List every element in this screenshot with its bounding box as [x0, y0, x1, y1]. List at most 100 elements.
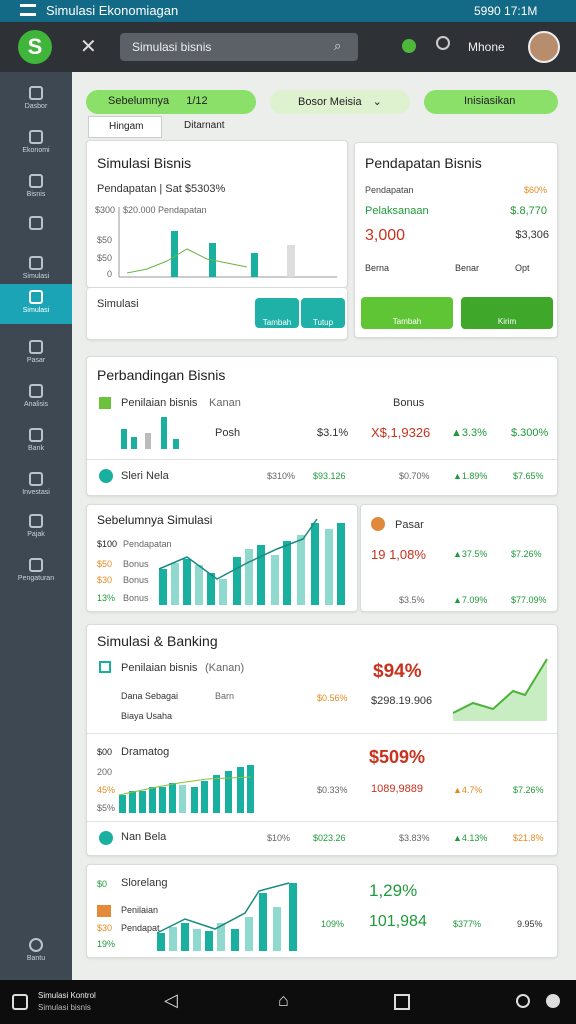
card-title: Pendapatan Bisnis [365, 155, 482, 171]
legend-label: Pendapatan [123, 539, 172, 549]
subtab-active[interactable]: Hingam [88, 116, 162, 138]
footer-item[interactable]: Opt [515, 263, 530, 273]
nav-item[interactable]: Pengaturan [0, 552, 72, 592]
cell: $0.70% [399, 471, 430, 481]
nav-label: Analisis [23, 401, 49, 408]
income-card: Pendapatan Bisnis Pendapatan $60% Pelaks… [354, 142, 558, 338]
filter-note: Kanan [209, 397, 241, 409]
nav-title: Simulasi Kontrol [38, 991, 96, 1000]
sidebar: Dasbor Ekonomi Bisnis Simulasi Simulasi … [0, 72, 72, 980]
nav-item[interactable]: Bisnis [0, 168, 72, 208]
cell: 1089,9889 [371, 783, 423, 795]
row-value: $.8,770 [510, 205, 547, 217]
tab-previous[interactable]: Sebelumnya 1/12 [86, 90, 256, 114]
section-chart [118, 765, 254, 813]
row-label: Posh [215, 427, 241, 439]
item: Dana Sebagai [121, 691, 179, 701]
legend-label: Bonus [123, 559, 149, 569]
nav-label: Investasi [22, 489, 50, 496]
card-title: Slorelang [121, 877, 168, 889]
dropdown[interactable]: Bosor Meisia ⌄ [270, 90, 410, 114]
settings-icon[interactable] [436, 36, 450, 50]
subtab[interactable]: Ditarnant [184, 120, 225, 131]
footer-item[interactable]: Benar [455, 263, 480, 273]
search-box[interactable]: Simulasi bisnis ⌕ [120, 33, 358, 61]
icon [99, 397, 111, 409]
divider [87, 821, 557, 822]
nav-icon[interactable] [516, 994, 530, 1008]
simulation-footer: Simulasi Tambah Tutup [86, 288, 348, 340]
legend-value: $50 [97, 559, 113, 569]
nav-item[interactable]: Investasi [0, 466, 72, 506]
cell: $023.26 [313, 833, 346, 843]
button[interactable]: Tambah [255, 298, 299, 328]
avatar[interactable] [528, 31, 560, 63]
axis-label: $00 [97, 747, 113, 757]
divider [87, 733, 557, 734]
nav-item-active[interactable]: Simulasi [0, 284, 72, 324]
nav-label: Simulasi [22, 273, 50, 280]
cell: 109% [321, 919, 345, 929]
nav-item[interactable]: Dasbor [0, 80, 72, 120]
nav-item[interactable]: Bantu [0, 932, 72, 972]
legend-label: Bonus [123, 575, 149, 585]
status-title: Simulasi Ekonomiagan [46, 3, 179, 18]
cell: $7.65% [513, 471, 544, 481]
cell: $93.126 [313, 471, 346, 481]
cell: ▲3.3% [451, 427, 487, 439]
axis-label: $50 [97, 235, 113, 245]
dropdown-label: Bosor Meisia [298, 96, 362, 108]
nav-label: Bisnis [26, 191, 46, 198]
button[interactable]: Kirim [461, 297, 553, 329]
nav-item[interactable]: Simulasi [0, 250, 72, 290]
trend-area [453, 658, 548, 721]
nav-item[interactable]: Bank [0, 422, 72, 462]
filter[interactable]: Penilaian bisnis [121, 662, 198, 674]
icon [99, 831, 113, 845]
card-title: Sebelumnya Simulasi [97, 513, 213, 527]
nav-label: Bantu [26, 955, 46, 962]
row-value: $3,306 [515, 229, 549, 241]
nav-item[interactable] [0, 210, 72, 250]
nav-item[interactable]: Analisis [0, 378, 72, 418]
cell: $7.26% [511, 549, 542, 559]
cell: $3.1% [317, 427, 349, 439]
market-card: Pasar 19 1,08% ▲37.5% $7.26% $3.5% ▲7.09… [360, 504, 558, 612]
extra-card: $0 Slorelang Penilaian $30 Pendapat 19% … [86, 864, 558, 958]
menu-icon [20, 4, 36, 16]
logo[interactable]: S [18, 30, 52, 64]
item: Biaya Usaha [121, 711, 173, 721]
cell: 101,984 [369, 913, 427, 930]
bottom-nav: Simulasi Kontrol Simulasi bisnis ◁ ⌂ [0, 980, 576, 1024]
cell: $7.26% [513, 785, 544, 795]
nav-label: Pengaturan [17, 575, 55, 582]
axis-label: 45% [97, 785, 116, 795]
close-button[interactable]: ✕ [80, 36, 97, 58]
action-button[interactable]: Inisiasikan [424, 90, 558, 114]
search-icon: ⌕ [334, 38, 342, 53]
nav-icon[interactable] [546, 994, 560, 1008]
cell: $.300% [511, 427, 549, 439]
footer-label: Simulasi [97, 298, 139, 310]
nav-item[interactable]: Pajak [0, 508, 72, 548]
nav-label: Pajak [27, 531, 45, 538]
button[interactable]: Tambah [361, 297, 453, 329]
status-time: 5990 17:1M [474, 4, 538, 18]
row-label: 3,000 [365, 227, 406, 244]
filter[interactable]: Penilaian bisnis [121, 397, 198, 409]
home-button[interactable]: ⌂ [278, 990, 289, 1010]
back-button[interactable]: ◁ [164, 990, 178, 1010]
legend-label: Bonus [123, 593, 149, 603]
nav-item[interactable]: Ekonomi [0, 124, 72, 164]
cell: $377% [453, 919, 482, 929]
section-title: Dramatog [121, 746, 170, 758]
footer-item[interactable]: Berna [365, 263, 390, 273]
user-name[interactable]: Mhone [468, 40, 505, 54]
recents-button[interactable] [394, 994, 410, 1010]
status-dot [402, 39, 416, 53]
button[interactable]: Tutup [301, 298, 345, 328]
simulation-card: Simulasi Bisnis Pendapatan | Sat $5303% … [86, 140, 348, 288]
nav-item[interactable]: Pasar [0, 334, 72, 374]
cell: $21.8% [513, 833, 544, 843]
value-total: $298.19.906 [371, 695, 433, 707]
